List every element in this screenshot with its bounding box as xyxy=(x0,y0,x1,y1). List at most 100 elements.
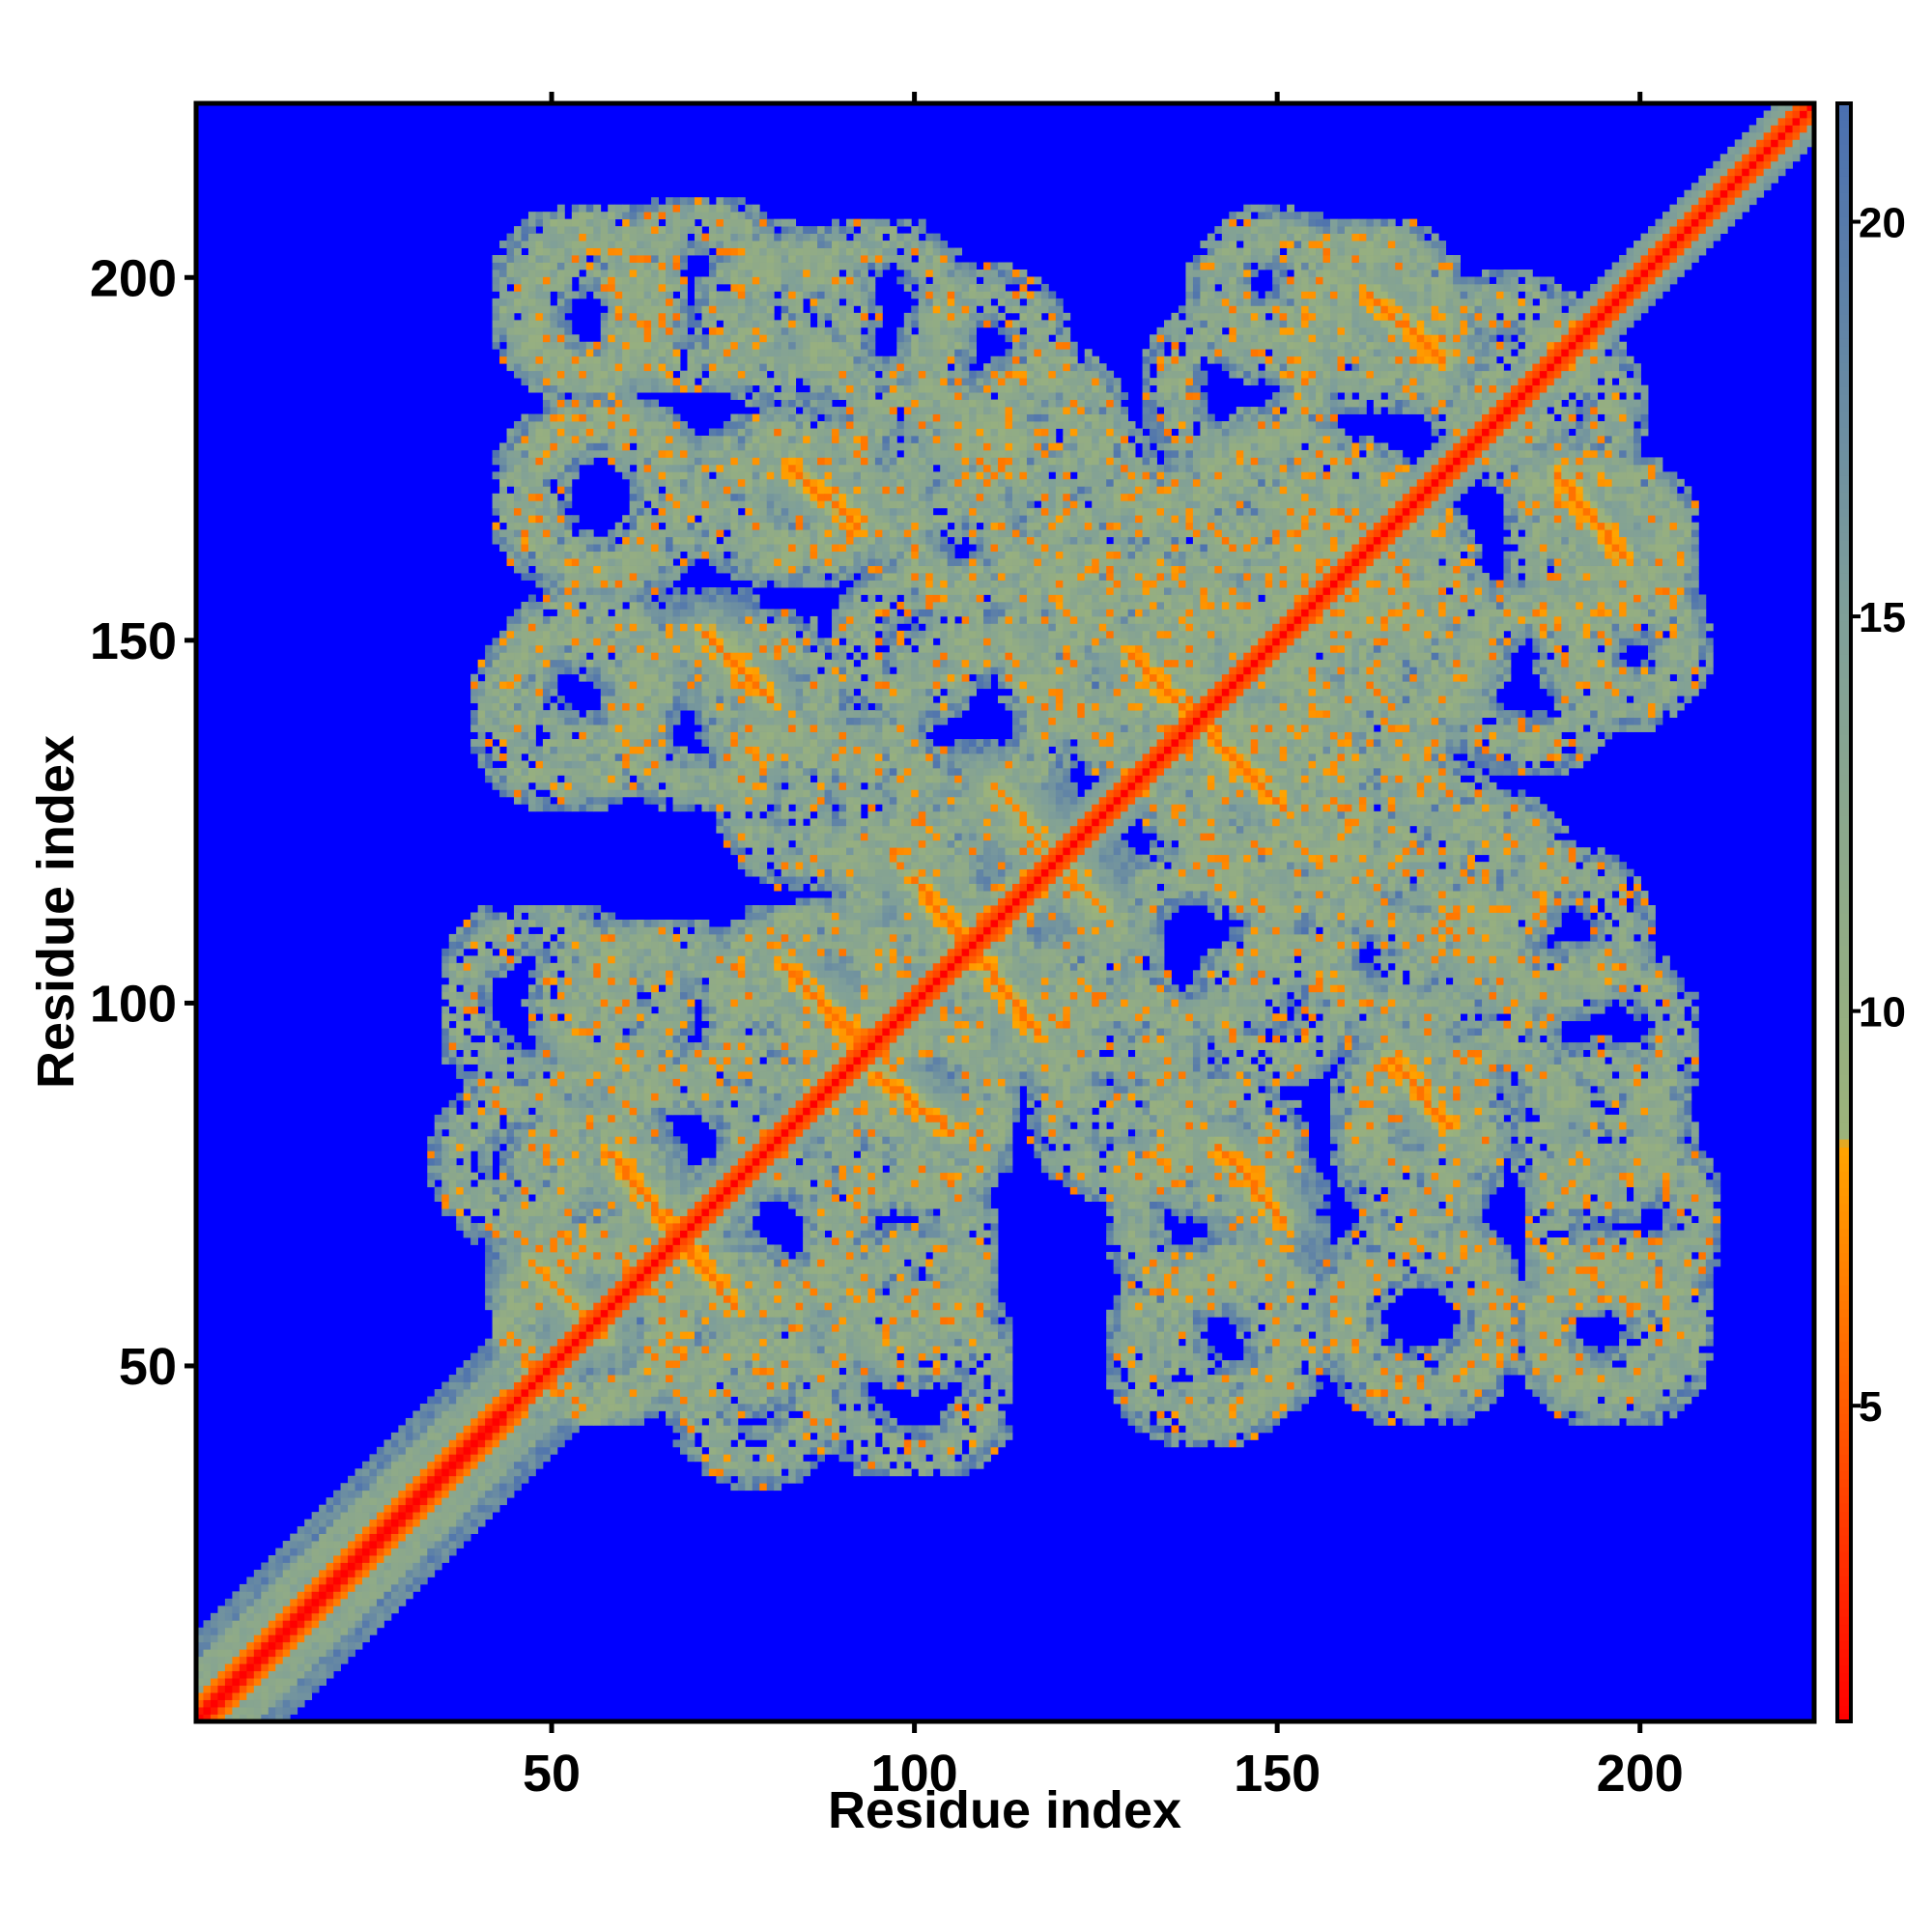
heatmap-cell xyxy=(579,371,586,379)
heatmap-cell xyxy=(680,1317,688,1324)
heatmap-cell xyxy=(557,1071,565,1079)
heatmap-cell xyxy=(535,1433,543,1440)
heatmap-cell xyxy=(644,1100,652,1108)
heatmap-cell xyxy=(586,955,594,963)
heatmap-cell xyxy=(499,1317,507,1324)
heatmap-cell xyxy=(456,1179,464,1187)
heatmap-cell xyxy=(666,573,673,581)
heatmap-cell xyxy=(673,1425,681,1433)
heatmap-cell xyxy=(441,1439,449,1447)
heatmap-cell xyxy=(514,623,522,631)
heatmap-cell xyxy=(586,739,594,747)
heatmap-cell xyxy=(666,978,673,985)
heatmap-cell xyxy=(522,313,529,321)
heatmap-cell xyxy=(651,1252,659,1260)
heatmap-cell xyxy=(528,623,536,631)
heatmap-cell xyxy=(348,1483,355,1491)
heatmap-cell xyxy=(622,1057,630,1065)
heatmap-cell xyxy=(485,1187,493,1195)
heatmap-cell xyxy=(608,1122,615,1129)
heatmap-cell xyxy=(564,573,572,581)
heatmap-cell xyxy=(550,558,557,566)
heatmap-cell xyxy=(528,313,536,321)
heatmap-cell xyxy=(528,385,536,393)
heatmap-cell xyxy=(456,1036,464,1043)
heatmap-cell xyxy=(499,1302,507,1310)
heatmap-cell xyxy=(630,1194,638,1202)
heatmap-cell xyxy=(362,1520,370,1527)
heatmap-cell xyxy=(514,270,522,277)
heatmap-cell xyxy=(261,1605,269,1613)
heatmap-cell xyxy=(572,905,580,913)
heatmap-cell xyxy=(593,681,601,689)
heatmap-cell xyxy=(572,1317,580,1324)
heatmap-cell xyxy=(211,1700,218,1708)
heatmap-cell xyxy=(441,1050,449,1058)
heatmap-cell xyxy=(435,1144,442,1151)
heatmap-cell xyxy=(341,1657,349,1664)
heatmap-cell xyxy=(608,797,615,805)
heatmap-cell xyxy=(637,241,644,248)
heatmap-cell xyxy=(550,747,557,754)
heatmap-cell xyxy=(579,804,586,811)
heatmap-cell xyxy=(630,552,638,559)
heatmap-cell xyxy=(680,1151,688,1158)
heatmap-cell xyxy=(456,1021,464,1029)
heatmap-cell xyxy=(499,1368,507,1376)
heatmap-cell xyxy=(659,305,667,313)
heatmap-cell xyxy=(601,1208,609,1216)
heatmap-cell xyxy=(651,1093,659,1100)
heatmap-cell xyxy=(651,465,659,472)
heatmap-cell xyxy=(586,1339,594,1347)
heatmap-cell xyxy=(673,1179,681,1187)
heatmap-cell xyxy=(557,1397,565,1405)
heatmap-cell xyxy=(522,1295,529,1303)
heatmap-cell xyxy=(601,414,609,422)
heatmap-cell xyxy=(601,1331,609,1339)
heatmap-cell xyxy=(514,1194,522,1202)
heatmap-cell xyxy=(572,1107,580,1115)
heatmap-cell xyxy=(522,1425,529,1433)
heatmap-cell xyxy=(485,1057,493,1065)
heatmap-cell xyxy=(269,1577,276,1584)
heatmap-cell xyxy=(514,1468,522,1476)
heatmap-cell xyxy=(427,1476,435,1484)
heatmap-cell xyxy=(666,255,673,263)
heatmap-cell xyxy=(304,1570,312,1577)
heatmap-cell xyxy=(420,1404,428,1411)
heatmap-cell xyxy=(564,284,572,292)
heatmap-cell xyxy=(666,1368,673,1376)
heatmap-cell xyxy=(456,1418,464,1426)
heatmap-cell xyxy=(601,385,609,393)
heatmap-cell xyxy=(550,1065,557,1072)
heatmap-cell xyxy=(535,442,543,450)
heatmap-cell xyxy=(673,342,681,350)
heatmap-cell xyxy=(441,1057,449,1065)
heatmap-cell xyxy=(499,327,507,335)
heatmap-cell xyxy=(355,1605,363,1613)
heatmap-cell xyxy=(666,1100,673,1108)
heatmap-cell xyxy=(680,1259,688,1266)
heatmap-cell xyxy=(535,320,543,327)
heatmap-cell xyxy=(391,1534,399,1542)
heatmap-cell xyxy=(615,1244,623,1252)
heatmap-cell xyxy=(579,291,586,298)
heatmap-cell xyxy=(644,1136,652,1144)
heatmap-cell xyxy=(579,1071,586,1079)
heatmap-cell xyxy=(327,1584,334,1592)
heatmap-cell xyxy=(427,1144,435,1151)
heatmap-cell xyxy=(514,638,522,645)
heatmap-cell xyxy=(586,718,594,725)
heatmap-cell xyxy=(615,949,623,956)
heatmap-cell xyxy=(601,999,609,1007)
heatmap-cell xyxy=(622,385,630,393)
heatmap-cell xyxy=(666,652,673,660)
heatmap-cell xyxy=(543,920,551,927)
heatmap-cell xyxy=(659,1317,667,1324)
heatmap-cell xyxy=(630,342,638,350)
heatmap-cell xyxy=(493,1353,500,1361)
heatmap-cell xyxy=(637,681,644,689)
heatmap-cell xyxy=(593,1244,601,1252)
heatmap-cell xyxy=(478,1086,486,1094)
heatmap-cell xyxy=(593,1129,601,1137)
